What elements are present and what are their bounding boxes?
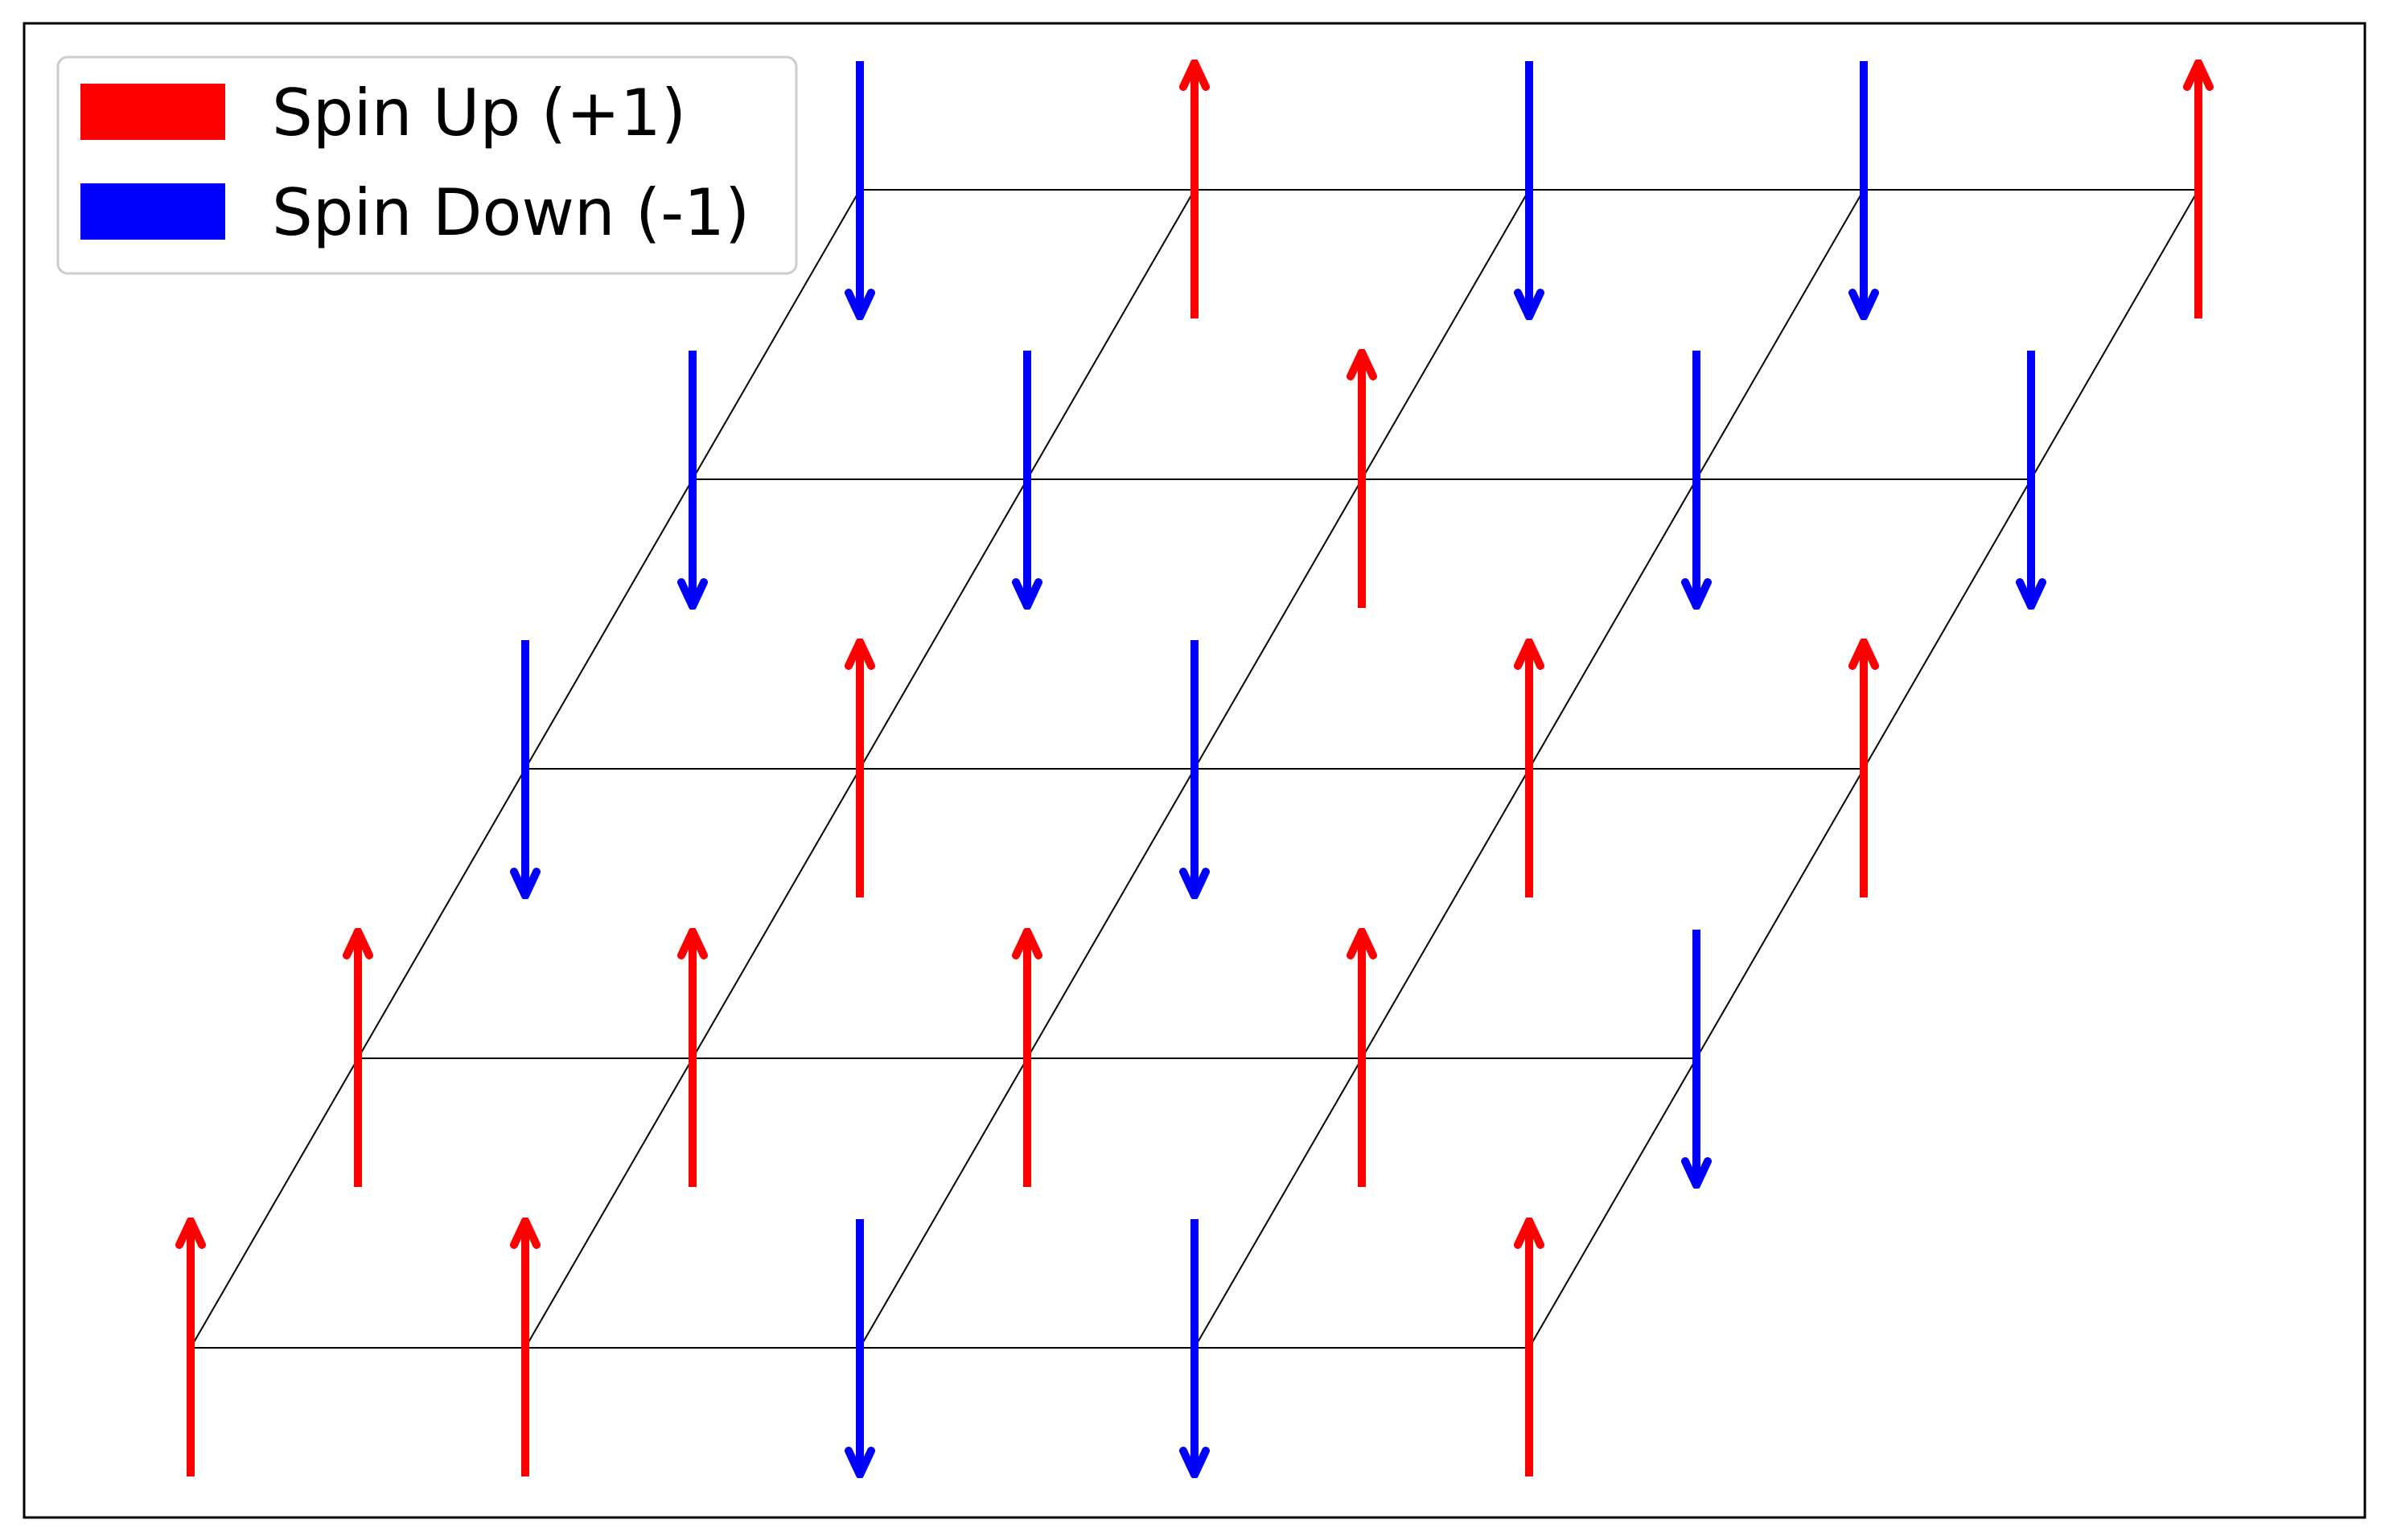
legend: Spin Up (+1) Spin Down (-1) <box>56 55 798 275</box>
legend-swatch-up <box>80 84 225 140</box>
legend-box <box>56 55 798 275</box>
legend-label-down: Spin Down (-1) <box>272 175 750 250</box>
legend-swatch-down <box>80 183 225 240</box>
spin-arrows <box>191 61 2198 1476</box>
plot-frame <box>23 22 2366 1519</box>
legend-label-up: Spin Up (+1) <box>272 76 686 150</box>
